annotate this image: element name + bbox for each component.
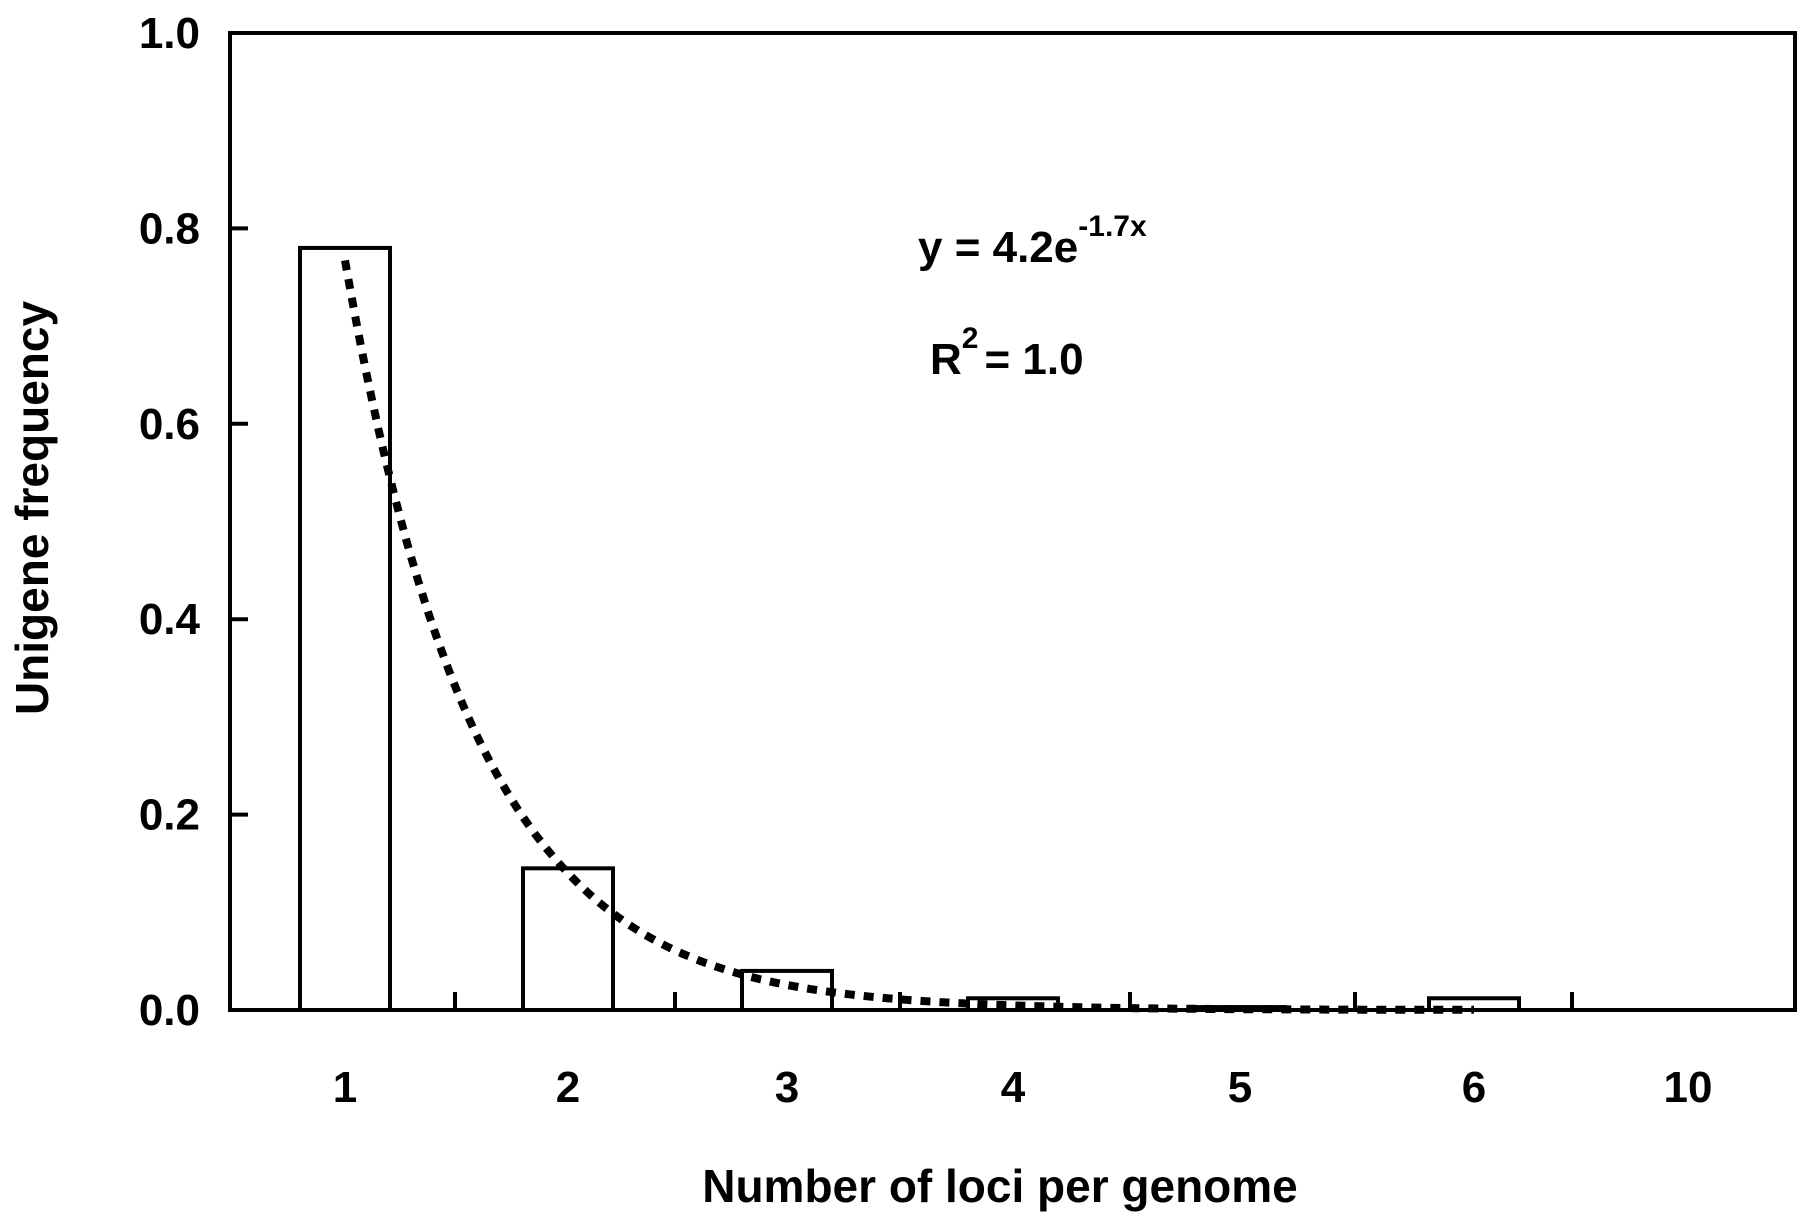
fit-equation-base: y = 4.2e (918, 223, 1078, 272)
x-tick-label: 1 (333, 1063, 357, 1112)
y-tick-label: 1.0 (139, 9, 200, 58)
fit-curve-line (341, 259, 1474, 1014)
y-tick-label: 0.0 (139, 986, 200, 1035)
x-tick-label: 10 (1664, 1063, 1713, 1112)
y-tick-label: 0.4 (139, 595, 201, 644)
x-axis-ticks: 1 2 3 4 5 6 10 (333, 992, 1713, 1112)
y-tick-label: 0.6 (139, 400, 200, 449)
bar-1 (298, 245, 392, 1012)
x-axis-title: Number of loci per genome (702, 1160, 1298, 1212)
r2-exponent: 2 (962, 322, 979, 355)
y-axis-ticks: 0.0 0.2 0.4 0.6 0.8 1.0 (139, 9, 248, 1035)
x-tick-label: 2 (556, 1063, 580, 1112)
fit-equation-exponent: -1.7x (1078, 210, 1147, 243)
plot-border (228, 31, 1797, 1012)
y-tick-label: 0.2 (139, 791, 200, 840)
x-tick-label: 4 (1001, 1063, 1026, 1112)
r2-value: = 1.0 (984, 335, 1083, 384)
x-tick-label: 5 (1228, 1063, 1252, 1112)
x-tick-label: 3 (775, 1063, 799, 1112)
r2-base: R (930, 335, 962, 384)
fit-r-squared: R2 = 1.0 (930, 322, 1084, 384)
bar-2 (521, 866, 615, 1013)
y-axis-title: Unigene frequency (6, 301, 58, 716)
x-tick-label: 6 (1462, 1063, 1486, 1112)
fit-equation: y = 4.2e-1.7x (918, 210, 1147, 272)
bars (298, 245, 1521, 1013)
fit-curve (341, 259, 1474, 1014)
y-tick-label: 0.8 (139, 204, 200, 253)
plot-frame (228, 31, 1797, 1012)
